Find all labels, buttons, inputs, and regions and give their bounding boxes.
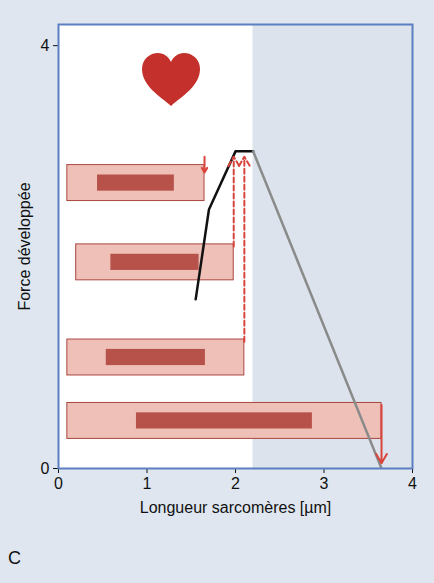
- html-text:C: C: [8, 548, 21, 568]
- svg-text:3: 3: [320, 475, 329, 492]
- svg-text:Longueur sarcomères [µm]: Longueur sarcomères [µm]: [140, 499, 332, 516]
- svg-text:4: 4: [408, 475, 417, 492]
- svg-text:1: 1: [143, 475, 152, 492]
- svg-text:2: 2: [231, 475, 240, 492]
- svg-text:0: 0: [54, 475, 63, 492]
- svg-text:4: 4: [41, 37, 50, 54]
- svg-text:Force développée: Force développée: [16, 182, 33, 310]
- svg-text:0: 0: [41, 460, 50, 477]
